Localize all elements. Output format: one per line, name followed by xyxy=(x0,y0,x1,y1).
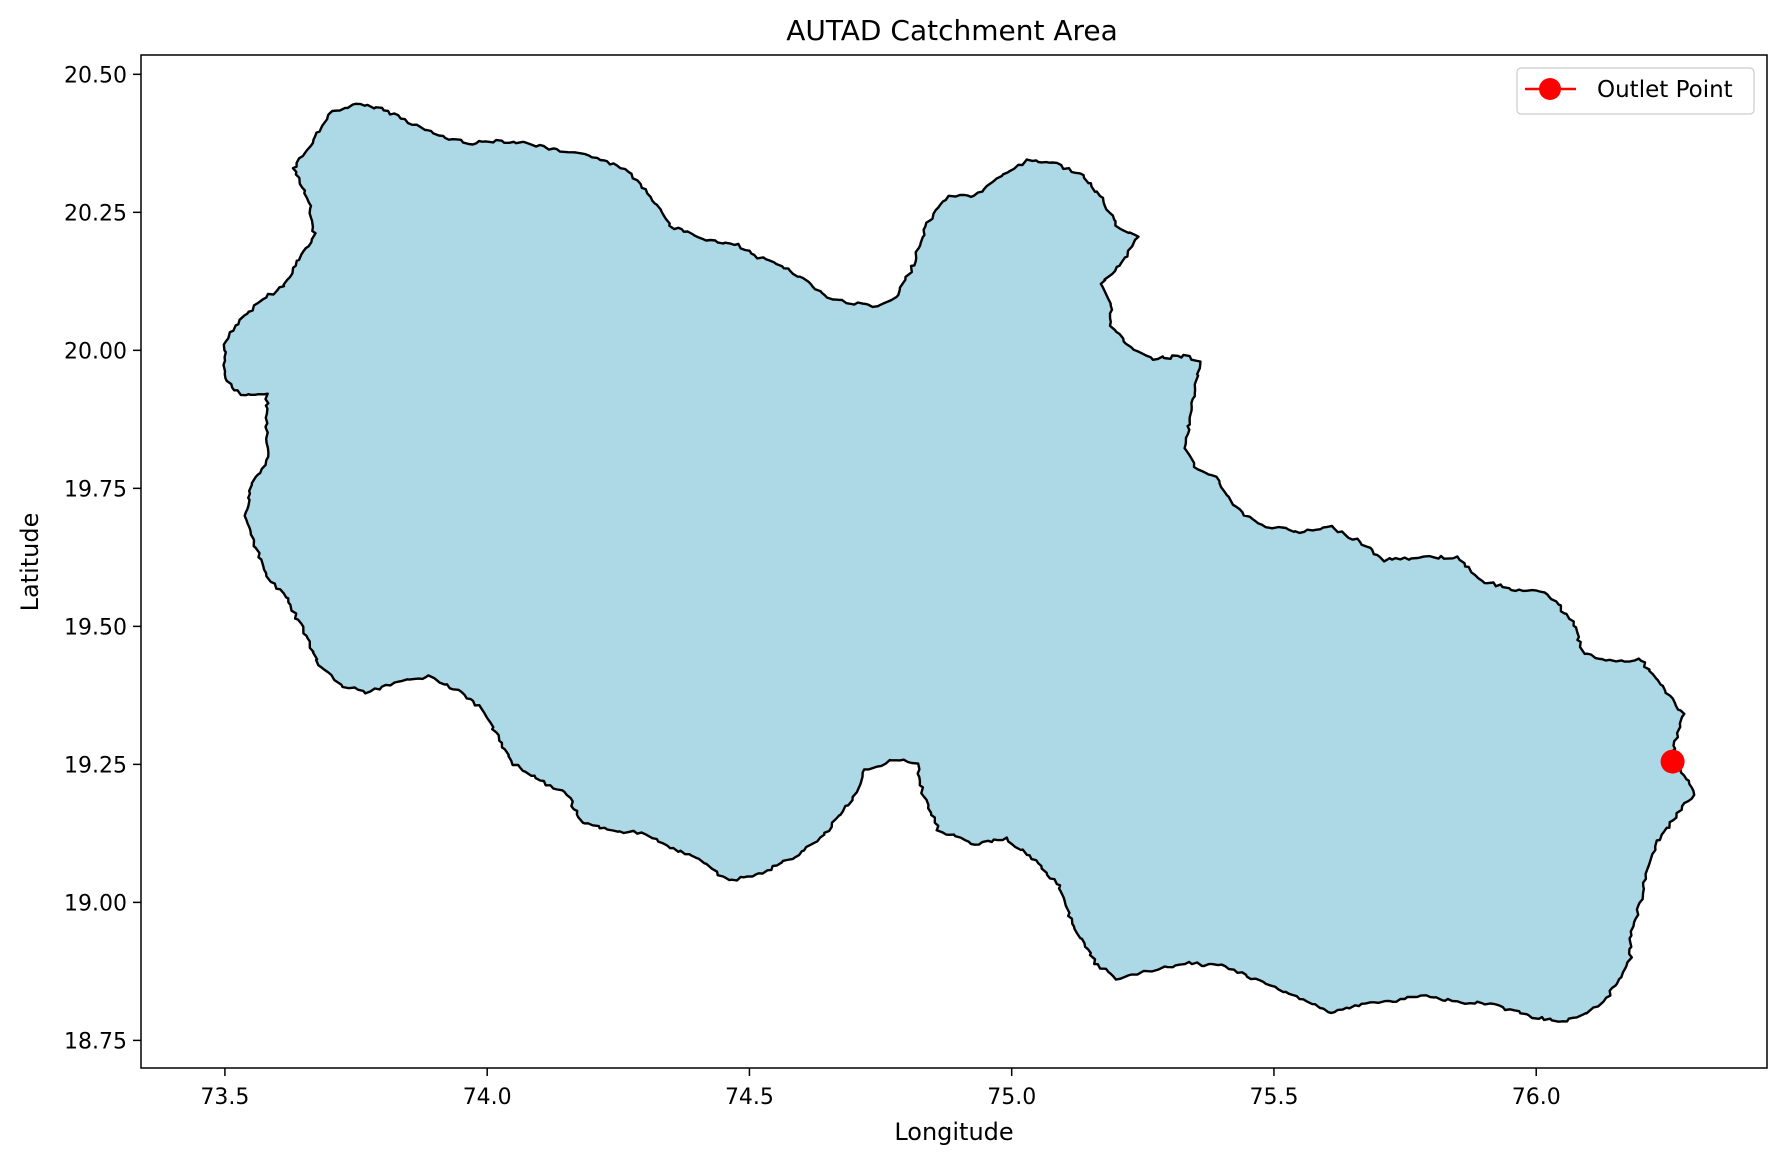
y-tick-label: 19.00 xyxy=(64,891,127,916)
x-tick-label: 75.0 xyxy=(987,1085,1036,1110)
legend: Outlet Point xyxy=(1516,67,1755,115)
catchment-layer xyxy=(222,102,1696,1023)
x-tick-label: 74.5 xyxy=(725,1085,774,1110)
outlet-point-marker xyxy=(1660,749,1685,774)
y-tick-label: 19.50 xyxy=(64,615,127,640)
x-tick-label: 76.0 xyxy=(1512,1085,1561,1110)
legend-dot-marker xyxy=(1539,78,1561,100)
legend-box xyxy=(1516,67,1755,115)
axes-frame xyxy=(140,54,1768,1069)
y-axis-ticks: 18.75 19.00 19.25 19.50 19.75 20.00 20.25 20.50 xyxy=(64,63,141,1054)
y-axis-label: Latitude xyxy=(16,513,44,612)
x-tick-label: 74.0 xyxy=(463,1085,512,1110)
catchment-polygon xyxy=(222,102,1696,1023)
y-tick-label: 20.00 xyxy=(64,339,127,364)
x-tick-label: 73.5 xyxy=(200,1085,249,1110)
y-tick-label: 20.25 xyxy=(64,201,127,226)
y-tick-label: 18.75 xyxy=(64,1029,127,1054)
x-axis-label: Longitude xyxy=(894,1118,1013,1146)
x-axis-ticks: 73.5 74.0 74.5 75.0 75.5 76.0 xyxy=(200,1068,1561,1110)
legend-label-outlet-point: Outlet Point xyxy=(1597,77,1733,103)
y-tick-label: 19.25 xyxy=(64,753,127,778)
x-tick-label: 75.5 xyxy=(1249,1085,1298,1110)
y-tick-label: 19.75 xyxy=(64,477,127,502)
y-tick-label: 20.50 xyxy=(64,63,127,88)
outlet-layer xyxy=(1660,749,1685,774)
chart-title: AUTAD Catchment Area xyxy=(786,14,1118,47)
